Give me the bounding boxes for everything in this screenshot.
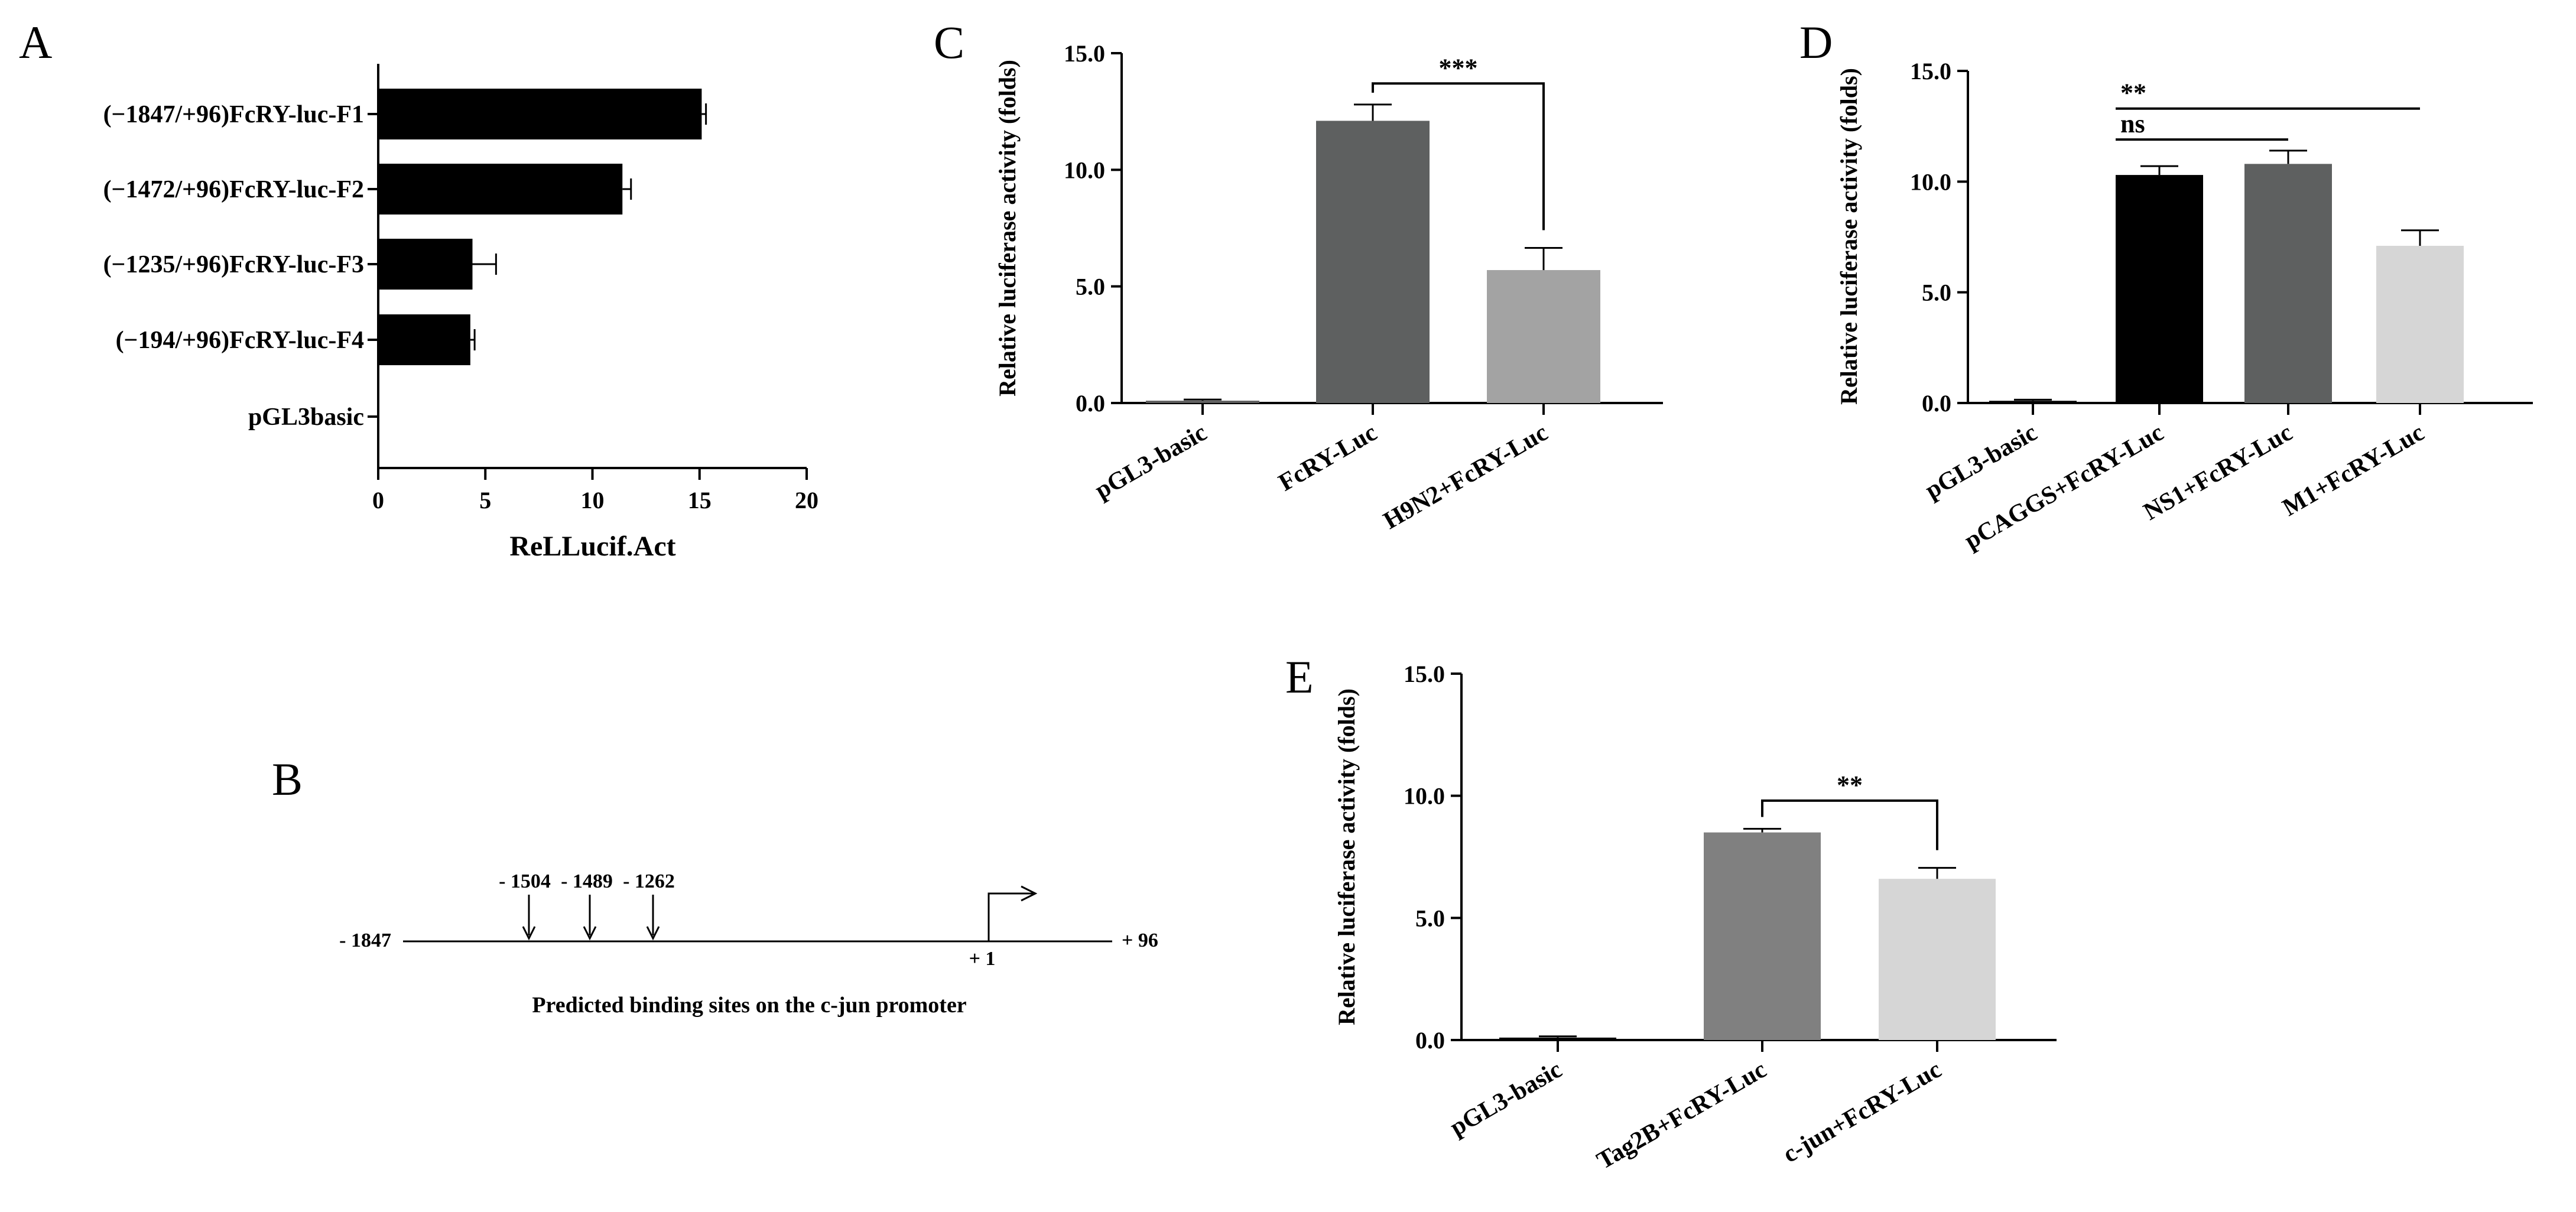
chart-e-significance-label: ** [1837, 771, 1863, 800]
binding-site-3-label: - 1262 [623, 870, 675, 892]
chart-d-y-tick-label: 0.0 [1922, 390, 1951, 417]
chart-a-x-tick-label: 15 [688, 487, 712, 514]
chart-e-bar [1879, 879, 1996, 1040]
chart-d: Relative luciferase activity (folds) 0.0… [1836, 58, 2533, 555]
chart-a-x-tick-label: 5 [479, 487, 491, 514]
chart-d-y-tick-label: 10.0 [1910, 168, 1951, 195]
chart-e-bar [1499, 1037, 1616, 1040]
chart-a-category-label: pGL3basic [248, 404, 364, 431]
chart-d-y-tick-label: 5.0 [1922, 280, 1951, 306]
chart-c-bar [1316, 121, 1430, 403]
chart-d-significance-label: ns [2120, 109, 2145, 138]
chart-d-category-label: pCAGGS+FcRY-Luc [1960, 419, 2168, 555]
chart-a-x-tick-label: 0 [372, 487, 384, 514]
chart-e: Relative luciferase activity (folds) 0.0… [1333, 661, 2057, 1175]
panel-letter-c: C [934, 17, 964, 68]
binding-site-1-arrow-head [522, 926, 536, 941]
chart-e-y-tick-label: 10.0 [1404, 783, 1445, 810]
panel-letter-a: A [19, 17, 52, 68]
chart-c-category-label: H9N2+FcRY-Luc [1379, 419, 1552, 535]
binding-site-2-label: - 1489 [561, 870, 613, 892]
chart-c-bar [1487, 270, 1600, 403]
chart-e-category-label: c-jun+FcRY-Luc [1778, 1056, 1946, 1168]
chart-c-y-tick-label: 5.0 [1076, 274, 1105, 300]
tss-label: + 1 [969, 948, 996, 970]
tss-arrow-head [1021, 885, 1038, 902]
chart-c-y-tick-label: 15.0 [1064, 40, 1105, 67]
chart-d-y-axis-label: Relative luciferase activity (folds) [1836, 68, 1862, 405]
chart-c-y-tick-label: 0.0 [1076, 390, 1105, 417]
chart-a-bar [378, 314, 470, 365]
promoter-end-label: + 96 [1122, 930, 1158, 951]
chart-e-y-tick-label: 5.0 [1415, 905, 1445, 931]
binding-site-1-label: - 1504 [499, 870, 551, 892]
chart-e-y-tick-label: 15.0 [1404, 661, 1445, 687]
chart-d-significance-label: ** [2120, 79, 2146, 108]
promoter-start-label: - 1847 [339, 930, 391, 951]
chart-c: Relative luciferase activity (folds) 0.0… [994, 40, 1663, 535]
diagram-caption: Predicted binding sites on the c-jun pro… [532, 993, 966, 1018]
chart-d-y-tick-label: 15.0 [1910, 58, 1951, 85]
chart-a-bar [378, 164, 623, 215]
tss-arrow [987, 885, 1038, 941]
chart-e-y-axis-label: Relative luciferase activity (folds) [1333, 688, 1360, 1025]
binding-site-1: - 1504 [499, 870, 551, 941]
chart-d-bar [2376, 245, 2464, 403]
chart-a-category-label: (−1472/+96)FcRY-luc-F2 [103, 176, 364, 203]
chart-e-y-tick-label: 0.0 [1415, 1027, 1445, 1054]
chart-c-significance-bracket [1372, 82, 1545, 230]
binding-site-2: - 1489 [561, 870, 613, 941]
chart-d-category-label: M1+FcRY-Luc [2278, 419, 2429, 522]
binding-site-3: - 1262 [623, 870, 675, 941]
chart-e-category-label: Tag2B+FcRY-Luc [1593, 1056, 1771, 1175]
chart-a-bar [378, 239, 473, 290]
chart-c-y-axis-label: Relative luciferase activity (folds) [994, 60, 1021, 397]
chart-e-category-label: pGL3-basic [1445, 1056, 1567, 1142]
tss-arrow-line [987, 892, 1033, 941]
chart-c-category-label: pGL3-basic [1090, 419, 1211, 505]
chart-c-category-label: FcRY-Luc [1274, 419, 1382, 497]
chart-a-bar [378, 89, 702, 139]
chart-d-bar [1989, 401, 2077, 403]
chart-a-x-tick-label: 10 [581, 487, 605, 514]
chart-c-y-tick-label: 10.0 [1064, 157, 1105, 183]
chart-d-bar [2244, 164, 2332, 403]
chart-c-significance-label: *** [1439, 53, 1478, 82]
chart-e-bar [1704, 832, 1821, 1040]
chart-a-category-label: (−1847/+96)FcRY-luc-F1 [103, 101, 364, 128]
panel-letter-d: D [1799, 17, 1833, 68]
chart-e-significance-bracket [1761, 799, 1938, 850]
chart-c-bar [1146, 401, 1259, 403]
panel-letter-e: E [1285, 651, 1314, 703]
chart-a: ReLLucif.Act (−1847/+96)FcRY-luc-F1 (−147… [103, 64, 818, 562]
binding-site-2-arrow-head [583, 926, 597, 941]
chart-d-bar [2116, 175, 2203, 403]
chart-a-x-axis-label: ReLLucif.Act [509, 531, 675, 562]
chart-a-category-label: (−1235/+96)FcRY-luc-F3 [103, 251, 364, 278]
panel-letter-b: B [272, 753, 303, 805]
chart-a-x-tick-label: 20 [795, 487, 818, 514]
binding-site-3-arrow-head [646, 926, 660, 941]
chart-d-category-label: pGL3-basic [1921, 419, 2042, 505]
promoter-diagram: - 1847 + 96 - 1504 - 1489 - 1262 + 1 Pre… [339, 870, 1158, 1018]
chart-a-category-label: (−194/+96)FcRY-luc-F4 [116, 327, 364, 354]
